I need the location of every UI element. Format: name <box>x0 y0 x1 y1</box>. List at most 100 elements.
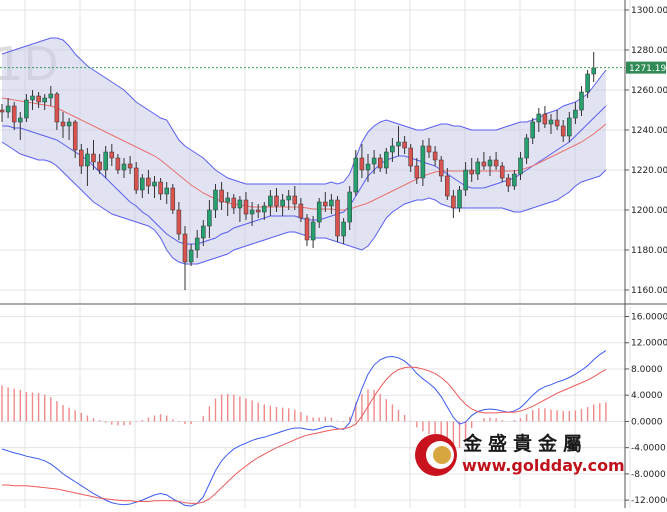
band-lower-line <box>1 141 607 265</box>
band-middle-line <box>2 105 607 245</box>
macd-tick-label: 4.0000 <box>631 391 663 401</box>
price-tick-label: 1200.00 <box>631 206 667 216</box>
candle-body <box>438 159 444 177</box>
candle-body <box>298 203 304 219</box>
candle-body <box>554 119 560 127</box>
candle-body <box>445 175 450 197</box>
candle-body <box>451 195 456 209</box>
logo-coin-icon <box>433 446 451 464</box>
last-price-tag <box>626 61 666 74</box>
candle-body <box>359 157 365 171</box>
candle-body <box>323 201 328 207</box>
candle-body <box>341 221 346 237</box>
candle-body <box>158 181 163 195</box>
macd-tick-label: -4.0000 <box>631 444 666 454</box>
candle-body <box>335 199 340 237</box>
macd-histogram <box>1 385 607 449</box>
candle-body <box>201 225 206 239</box>
candle-body <box>390 145 395 153</box>
candle-body <box>426 145 432 153</box>
candle-body <box>243 199 249 215</box>
candle-body <box>97 161 102 171</box>
candle-body <box>347 191 352 223</box>
candle-body <box>30 95 35 101</box>
candle-body <box>219 189 224 203</box>
candle-body <box>310 221 316 241</box>
macd-tick-label: 16.0000 <box>631 312 667 322</box>
macd-tick-label: -12.0000 <box>631 496 667 506</box>
band-upper-line <box>1 37 607 185</box>
candle-body <box>420 145 426 179</box>
candle-body <box>207 209 212 227</box>
candle-body <box>231 197 237 209</box>
candle-body <box>402 141 407 149</box>
candle-body <box>567 117 572 137</box>
candle-body <box>115 157 121 171</box>
price-tick-label: 1240.00 <box>631 126 667 136</box>
moving-average-line <box>1 97 607 211</box>
macd-tick-label: 8.0000 <box>631 365 663 375</box>
candle-body <box>518 157 523 175</box>
brand-name: 金盛貴金屬 <box>462 432 588 455</box>
candle-body <box>432 151 438 161</box>
candle-body <box>103 151 108 171</box>
candle-body <box>170 187 176 211</box>
candle-body <box>560 125 566 137</box>
candle-body <box>262 205 267 213</box>
candle-body <box>512 173 517 187</box>
candle-body <box>72 121 78 151</box>
candlesticks <box>0 52 596 290</box>
candle-body <box>133 167 139 191</box>
candle-body <box>249 209 255 215</box>
candle-body <box>36 95 41 103</box>
candle-body <box>524 137 529 159</box>
candle-body <box>91 153 96 163</box>
candle-body <box>42 97 47 103</box>
candle-body <box>585 73 590 93</box>
candle-body <box>457 189 462 209</box>
candle-body <box>591 67 596 75</box>
candle-body <box>11 105 17 123</box>
candle-body <box>54 93 60 123</box>
signal-line <box>2 366 607 504</box>
candle-body <box>329 199 334 207</box>
price-tick-label: 1260.00 <box>631 86 667 96</box>
price-tick-label: 1160.00 <box>631 286 667 296</box>
candle-body <box>152 181 157 187</box>
candle-body <box>18 117 23 123</box>
candle-body <box>499 165 505 179</box>
candle-body <box>66 121 72 127</box>
candle-body <box>194 237 200 251</box>
candle-body <box>506 177 511 187</box>
price-tick-label: 1220.00 <box>631 166 667 176</box>
price-tick-label: 1180.00 <box>631 246 667 256</box>
candle-body <box>5 105 11 113</box>
candle-body <box>487 159 493 167</box>
candle-body <box>414 165 420 179</box>
candle-body <box>24 99 29 119</box>
price-tick-label: 1300.00 <box>631 6 667 16</box>
candle-body <box>548 119 554 125</box>
candle-body <box>48 93 54 99</box>
candle-body <box>140 177 145 191</box>
candle-body <box>573 109 578 119</box>
candle-body <box>164 187 169 195</box>
candle-body <box>579 91 584 111</box>
candle-body <box>475 161 481 175</box>
last-price-marker: 1271.19 <box>0 61 666 74</box>
macd-line <box>1 350 607 507</box>
candle-body <box>213 189 218 211</box>
candle-body <box>121 163 127 171</box>
candle-body <box>371 157 377 165</box>
macd-tick-label: 0.0000 <box>631 417 663 427</box>
candle-body <box>188 249 194 263</box>
candle-body <box>542 113 548 125</box>
macd-tick-label: -8.0000 <box>631 470 666 480</box>
candle-body <box>0 109 5 113</box>
candle-body <box>60 121 66 127</box>
candle-body <box>146 177 151 187</box>
brand-url: www.goldday.com <box>462 456 625 475</box>
candle-body <box>365 163 371 171</box>
